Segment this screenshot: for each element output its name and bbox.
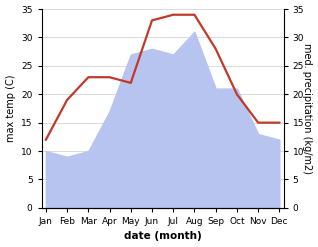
Y-axis label: med. precipitation (kg/m2): med. precipitation (kg/m2) [302,43,313,174]
X-axis label: date (month): date (month) [124,231,202,242]
Y-axis label: max temp (C): max temp (C) [5,75,16,142]
